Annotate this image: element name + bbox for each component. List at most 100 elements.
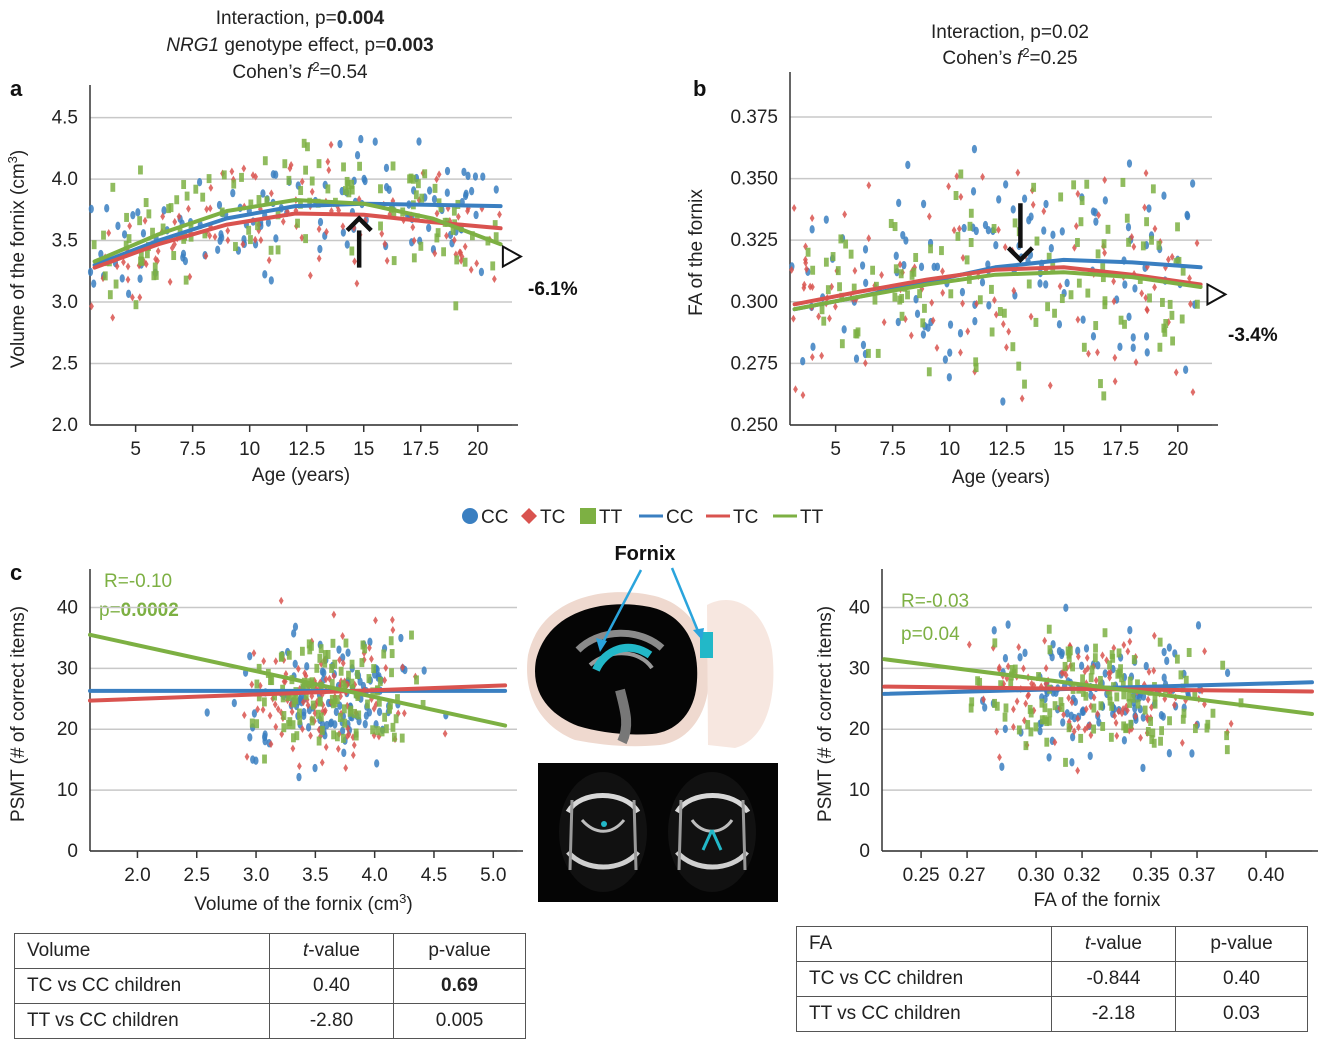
scatter-point-TT xyxy=(377,677,383,687)
scatter-point-CC xyxy=(1102,196,1108,205)
scatter-point-TT xyxy=(1124,213,1130,223)
scatter-point-TC xyxy=(1069,698,1075,707)
scatter-point-TT xyxy=(255,221,260,231)
scatter-point-TC xyxy=(329,206,334,215)
scatter-point-TT xyxy=(291,733,296,743)
x-tick-label-a: 10 xyxy=(239,439,260,460)
scatter-point-CC xyxy=(1026,216,1032,225)
scatter-point-TC xyxy=(299,177,305,186)
scatter-point-TC xyxy=(1084,653,1090,662)
trend-line-TT xyxy=(88,632,508,728)
scatter-point-TT xyxy=(1016,725,1022,735)
table-cell: -2.18 xyxy=(1051,996,1176,1032)
scatter-point-TC xyxy=(1042,636,1048,645)
scatter-point-CC xyxy=(1064,278,1070,288)
scatter-point-TT xyxy=(1036,672,1041,682)
x-axis-label-c-right: FA of the fornix xyxy=(1034,890,1161,911)
scatter-point-TT xyxy=(1059,702,1065,712)
scatter-point-TC xyxy=(1016,643,1022,652)
y-tick-label-c-right: 30 xyxy=(849,658,870,679)
scatter-point-CC xyxy=(979,278,986,287)
scatter-point-TC xyxy=(434,175,440,184)
y-tick-label-b: 0.325 xyxy=(730,230,778,251)
scatter-point-TC xyxy=(462,242,468,251)
scatter-point-TC xyxy=(455,212,461,221)
scatter-point-CC xyxy=(993,240,999,250)
scatter-point-CC xyxy=(853,354,860,363)
scatter-point-CC xyxy=(1102,669,1108,678)
scatter-point-TT xyxy=(137,216,143,226)
scatter-point-TC xyxy=(866,181,872,190)
scatter-point-TT xyxy=(206,174,212,184)
scatter-point-TT xyxy=(279,651,285,661)
scatter-point-TT xyxy=(375,726,380,736)
scatter-point-CC xyxy=(98,249,104,259)
scatter-point-TT xyxy=(300,683,306,693)
scatter-point-TC xyxy=(791,204,797,213)
trend-line-TC xyxy=(92,211,503,270)
scatter-point-TT xyxy=(345,180,351,190)
scatter-point-TC xyxy=(155,247,161,256)
scatter-point-CC xyxy=(1122,280,1128,289)
table-cell: 0.03 xyxy=(1174,996,1309,1032)
scatter-point-TC xyxy=(143,260,149,269)
scatter-point-CC xyxy=(216,200,223,210)
scatter-point-TC xyxy=(258,236,264,245)
scatter-point-TT xyxy=(138,256,143,266)
scatter-point-TC xyxy=(207,204,213,213)
scatter-point-TT xyxy=(330,638,336,648)
scatter-point-TT xyxy=(254,719,260,729)
scatter-point-TC xyxy=(279,730,285,739)
scatter-point-TT xyxy=(1170,336,1176,346)
scatter-point-TT xyxy=(202,229,208,239)
scatter-point-TT xyxy=(870,265,876,275)
scatter-point-TT xyxy=(835,266,841,276)
scatter-point-TT xyxy=(1058,697,1064,707)
scatter-point-TC xyxy=(308,731,313,740)
scatter-point-TT xyxy=(1033,722,1039,732)
scatter-point-TT xyxy=(492,220,498,230)
scatter-point-TC xyxy=(363,216,368,225)
scatter-point-CC xyxy=(247,651,253,661)
scatter-point-TT xyxy=(110,182,116,192)
scatter-point-CC xyxy=(895,317,901,327)
scatter-point-TC xyxy=(1138,733,1143,742)
scatter-point-TT xyxy=(239,172,244,182)
scatter-point-TT xyxy=(389,649,395,659)
scatter-point-TT xyxy=(893,264,899,274)
scatter-point-TT xyxy=(275,245,281,255)
scatter-point-TT xyxy=(262,156,268,166)
scatter-point-TT xyxy=(1085,288,1091,298)
scatter-point-TT xyxy=(384,724,389,734)
scatter-point-TT xyxy=(989,284,994,294)
scatter-point-TC xyxy=(352,257,357,266)
trend-line-TC xyxy=(882,684,1314,694)
y-tick-label-c-left: 40 xyxy=(57,597,78,618)
scatter-point-TT xyxy=(1095,249,1101,259)
scatter-point-TC xyxy=(1142,203,1148,212)
scatter-point-CC xyxy=(337,139,343,149)
arrow-head-a xyxy=(345,215,373,233)
scatter-point-TC xyxy=(1151,631,1157,640)
scatter-point-TC xyxy=(1139,289,1145,298)
scatter-point-TT xyxy=(1142,705,1148,715)
scatter-point-TC xyxy=(371,704,377,713)
scatter-point-TC xyxy=(340,222,346,231)
scatter-point-CC xyxy=(196,177,203,187)
scatter-point-TT xyxy=(1128,719,1134,729)
scatter-point-TT xyxy=(1161,323,1167,333)
scatter-point-CC xyxy=(823,215,829,224)
scatter-point-TC xyxy=(803,258,809,267)
scatter-point-TT xyxy=(310,700,316,710)
scatter-point-TT xyxy=(102,271,108,281)
scatter-point-TC xyxy=(980,172,985,181)
scatter-point-TT xyxy=(1092,653,1098,663)
scatter-point-TC xyxy=(125,275,131,284)
scatter-point-CC xyxy=(218,230,224,239)
scatter-point-TT xyxy=(1084,179,1090,189)
scatter-point-TC xyxy=(981,695,986,704)
scatter-point-TC xyxy=(89,302,94,311)
scatter-point-TC xyxy=(1019,394,1025,403)
scatter-point-TT xyxy=(256,663,262,673)
scatter-point-TT xyxy=(1002,712,1008,722)
